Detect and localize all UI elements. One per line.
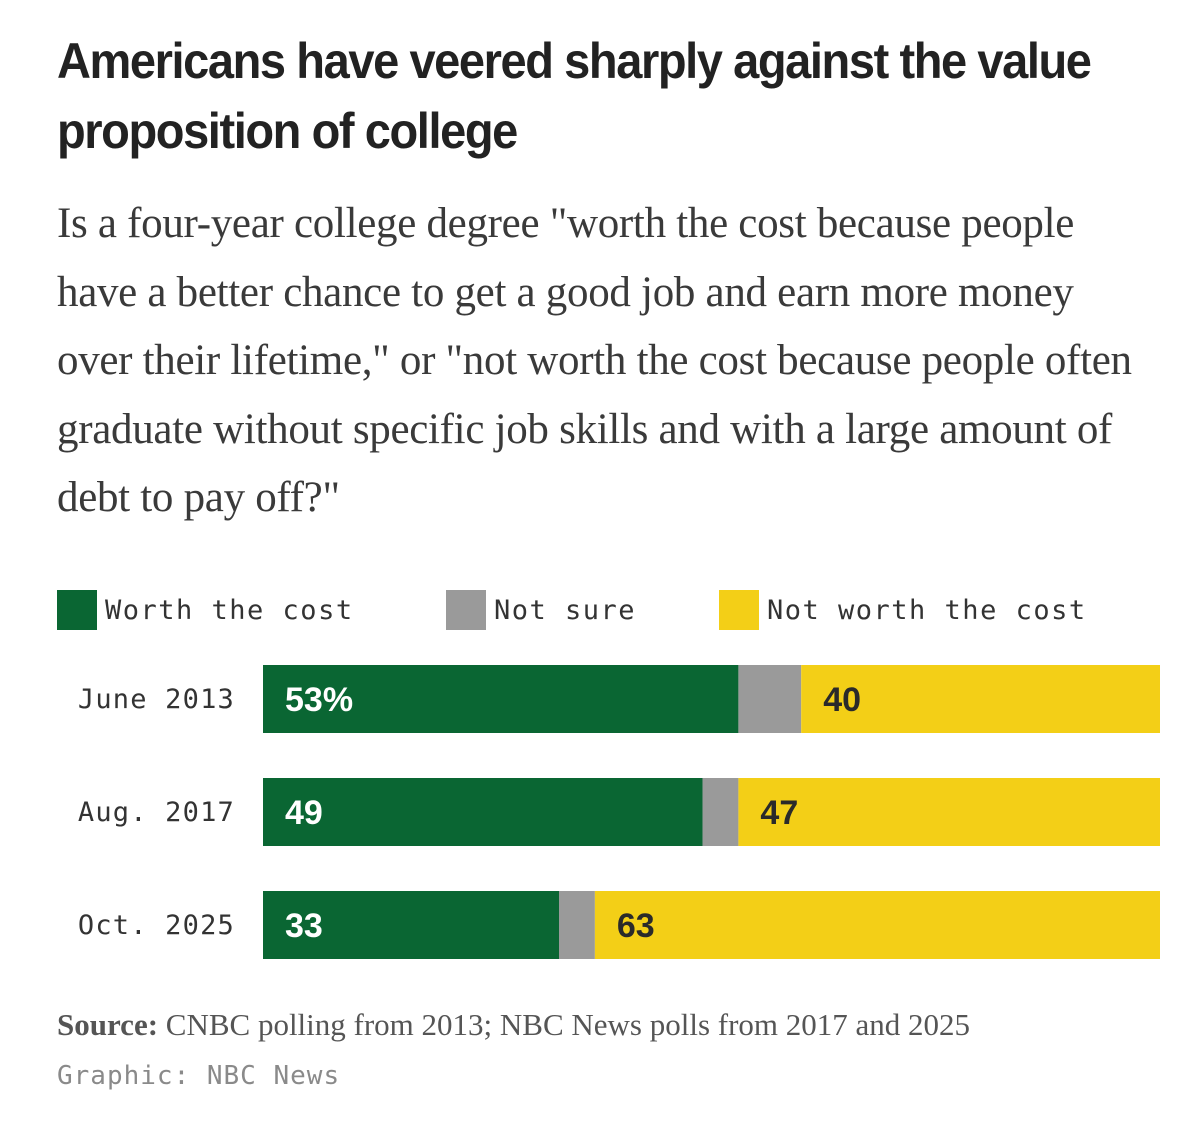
graphic-credit: Graphic: NBC News [57, 1061, 341, 1091]
row-label-oct-2025: Oct. 2025 [78, 910, 235, 941]
legend-item-worth: Worth the cost [57, 590, 354, 630]
bar-value-worth-june-2013: 53% [285, 681, 353, 719]
legend-swatch-not-sure [446, 590, 486, 630]
legend-item-not-worth: Not worth the cost [719, 590, 1087, 630]
legend-label-not-sure: Not sure [494, 594, 637, 626]
bar-segment-worth-aug-2017 [263, 778, 703, 846]
bar-value-worth-aug-2017: 49 [285, 794, 323, 832]
bar-value-not-worth-june-2013: 40 [823, 681, 861, 719]
bar-segment-worth-oct-2025 [263, 891, 560, 959]
chart-title: Americans have veered sharply against th… [57, 33, 1092, 159]
bar-segment-not-sure-june-2013 [738, 665, 802, 733]
bar-value-not-worth-oct-2025: 63 [617, 907, 655, 945]
bar-segment-not-sure-oct-2025 [559, 891, 595, 959]
legend-item-not-sure: Not sure [446, 590, 636, 630]
bar-segment-not-worth-aug-2017 [738, 778, 1160, 846]
chart-subtitle: Is a four-year college degree "worth the… [57, 200, 1132, 521]
bar-segment-worth-june-2013 [263, 665, 739, 733]
source-lead: Source: [57, 1007, 159, 1042]
legend-swatch-worth [57, 590, 97, 630]
source-text: CNBC polling from 2013; NBC News polls f… [158, 1007, 971, 1042]
row-label-aug-2017: Aug. 2017 [78, 797, 235, 828]
row-label-june-2013: June 2013 [78, 684, 235, 715]
bar-segment-not-worth-june-2013 [801, 665, 1160, 733]
bar-segment-not-worth-oct-2025 [594, 891, 1160, 959]
bar-segment-not-sure-aug-2017 [702, 778, 739, 846]
bar-value-not-worth-aug-2017: 47 [760, 794, 798, 832]
legend-label-not-worth: Not worth the cost [767, 594, 1087, 626]
legend-label-worth: Worth the cost [105, 594, 354, 626]
bar-value-worth-oct-2025: 33 [285, 907, 323, 945]
chart-legend: Worth the cost Not sure Not worth the co… [0, 590, 1200, 630]
source-note: Source: CNBC polling from 2013; NBC News… [57, 1003, 970, 1047]
stacked-bar-chart: June 2013 53% 40 Aug. 2017 49 47 Oct. 2025 33 63 [78, 665, 1160, 959]
legend-swatch-not-worth [719, 590, 759, 630]
